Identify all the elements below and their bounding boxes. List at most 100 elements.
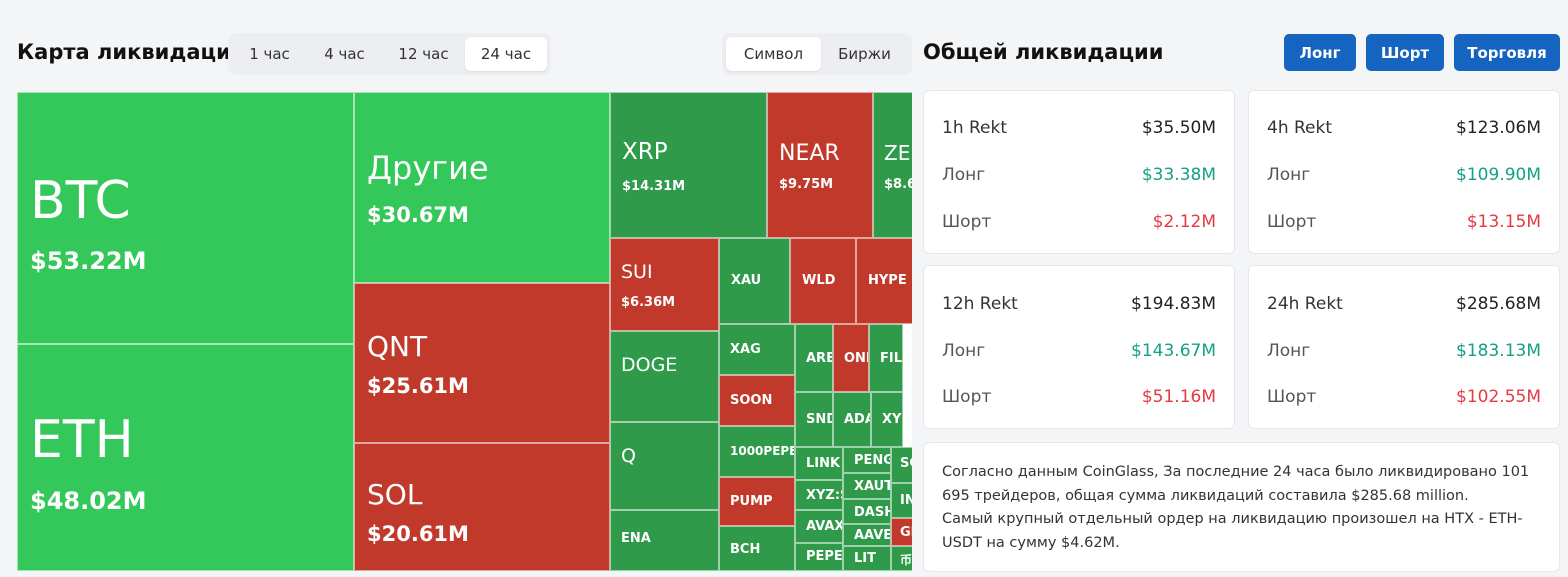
- treemap-tile-xyzs[interactable]: XYZ:S: [795, 480, 843, 510]
- card-period: 12h Rekt: [942, 294, 1018, 314]
- short-label: Шорт: [1267, 212, 1317, 232]
- tab-24h[interactable]: 24 час: [465, 37, 547, 71]
- liquidation-treemap: BTC $53.22M ETH $48.02M Другие $30.67M QNT $25.…: [17, 92, 912, 571]
- summary-largest-order: Самый крупный отдельный ордер на ликвида…: [942, 511, 1523, 551]
- treemap-tile-avax[interactable]: AVAX: [795, 510, 843, 543]
- card-period: 4h Rekt: [1267, 118, 1333, 138]
- tile-symbol: IN: [900, 493, 912, 508]
- treemap-tile-xag[interactable]: XAG: [719, 324, 795, 375]
- tile-symbol: LIT: [854, 551, 876, 566]
- card-total: $123.06M: [1456, 118, 1541, 138]
- tile-symbol: SOL: [367, 478, 423, 511]
- tab-12h[interactable]: 12 час: [398, 45, 449, 63]
- treemap-tile-btc[interactable]: BTC $53.22M: [17, 92, 354, 344]
- treemap-tile-xaut[interactable]: XAUT: [843, 473, 891, 499]
- short-value: $13.15M: [1466, 212, 1541, 232]
- tile-symbol: ADA: [844, 412, 870, 427]
- card-total: $35.50M: [1141, 118, 1216, 138]
- tile-symbol: QNT: [367, 330, 428, 363]
- treemap-tile-lit[interactable]: LIT: [843, 546, 891, 571]
- tile-symbol: AVAX: [806, 519, 843, 534]
- tile-symbol: XAU: [731, 273, 762, 288]
- liquidation-summary: Согласно данным CoinGlass, За последние …: [923, 442, 1560, 572]
- tile-symbol: 币: [900, 553, 912, 567]
- treemap-tile-q[interactable]: Q: [610, 422, 719, 510]
- trade-button[interactable]: Торговля: [1454, 34, 1560, 71]
- treemap-tile-pepe[interactable]: PEPE: [795, 543, 843, 571]
- treemap-tile-eth[interactable]: ETH $48.02M: [17, 344, 354, 571]
- treemap-tile-doge[interactable]: DOGE: [610, 331, 719, 422]
- card-period: 24h Rekt: [1267, 294, 1343, 314]
- tile-symbol: PENG: [854, 453, 891, 468]
- treemap-tile-wld[interactable]: WLD$6.09M: [790, 238, 856, 324]
- treemap-tile-xrp[interactable]: XRP $14.31M: [610, 92, 767, 238]
- card-total: $194.83M: [1131, 294, 1216, 314]
- tile-symbol: XAG: [730, 342, 761, 357]
- treemap-tile-[interactable]: 币: [891, 546, 912, 571]
- treemap-tile-другие[interactable]: Другие $30.67M: [354, 92, 610, 283]
- tile-symbol: BCH: [730, 542, 761, 557]
- long-label: Лонг: [1267, 165, 1311, 185]
- treemap-tile-dash[interactable]: DASH: [843, 499, 891, 524]
- tile-value: $25.61M: [367, 374, 469, 398]
- tile-symbol: WLD: [802, 273, 836, 288]
- treemap-tile-fil[interactable]: FIL: [869, 324, 903, 392]
- treemap-tile-ena[interactable]: ENA: [610, 510, 719, 571]
- short-button[interactable]: Шорт: [1366, 34, 1444, 71]
- treemap-tile-xyz[interactable]: XYZ: [871, 392, 903, 447]
- tile-symbol: HYPE: [868, 273, 907, 288]
- tab-1h[interactable]: 1 час: [249, 45, 290, 63]
- treemap-tile-hype[interactable]: HYPE: [856, 238, 912, 324]
- treemap-tile-pump[interactable]: PUMP: [719, 477, 795, 526]
- tile-symbol: DOGE: [621, 354, 678, 376]
- tile-symbol: DASH: [854, 505, 891, 520]
- treemap-tile-sc[interactable]: SC: [891, 447, 912, 483]
- treemap-tile-peng[interactable]: PENG: [843, 447, 891, 473]
- tile-symbol: NEAR: [779, 141, 840, 166]
- tab-exchanges[interactable]: Биржи: [838, 45, 891, 63]
- treemap-tile-xau[interactable]: XAU$6.21M: [719, 238, 790, 324]
- treemap-tile-arb[interactable]: ARB: [795, 324, 833, 392]
- treemap-tile-ada[interactable]: ADA: [833, 392, 871, 447]
- treemap-tile-qnt[interactable]: QNT $25.61M: [354, 283, 610, 443]
- short-label: Шорт: [942, 212, 992, 232]
- treemap-tile-in[interactable]: IN: [891, 483, 912, 518]
- tile-symbol: ZE: [884, 141, 911, 165]
- short-value: $51.16M: [1141, 387, 1216, 407]
- card-period: 1h Rekt: [942, 118, 1008, 138]
- tile-symbol: ETH: [30, 410, 134, 470]
- tab-4h[interactable]: 4 час: [324, 45, 365, 63]
- treemap-tile-near[interactable]: NEAR $9.75M: [767, 92, 873, 238]
- treemap-tile-snd[interactable]: SND: [795, 392, 833, 447]
- treemap-tile-1000pepe[interactable]: 1000PEPE: [719, 426, 795, 477]
- treemap-tile-soon[interactable]: SOON: [719, 375, 795, 426]
- rekt-card-4h: 4h Rekt $123.06M Лонг $109.90M Шорт $13.15M: [1248, 90, 1560, 254]
- treemap-tile-aave[interactable]: AAVE: [843, 524, 891, 546]
- treemap-tile-link[interactable]: LINK: [795, 447, 843, 480]
- tile-symbol: SC: [900, 456, 912, 471]
- long-button[interactable]: Лонг: [1284, 34, 1356, 71]
- tile-value: $30.67M: [367, 203, 469, 227]
- time-range-selector: 1 час 4 час 12 час 24 час: [228, 33, 551, 75]
- summary-text: Согласно данным CoinGlass, За последние …: [942, 464, 1530, 504]
- rekt-card-24h: 24h Rekt $285.68M Лонг $183.13M Шорт $102.5…: [1248, 265, 1560, 429]
- treemap-tile-ze[interactable]: ZE $8.6: [873, 92, 912, 238]
- tile-symbol: OND: [844, 351, 868, 366]
- long-label: Лонг: [942, 341, 986, 361]
- card-total: $285.68M: [1456, 294, 1541, 314]
- treemap-tile-sui[interactable]: SUI $6.36M: [610, 238, 719, 331]
- tile-symbol: SUI: [621, 261, 653, 283]
- treemap-tile-bch[interactable]: BCH: [719, 526, 795, 571]
- tab-symbol[interactable]: Символ: [726, 37, 821, 71]
- short-value: $2.12M: [1152, 212, 1216, 232]
- treemap-tile-gr[interactable]: GR: [891, 518, 912, 546]
- treemap-tile-sol[interactable]: SOL $20.61M: [354, 443, 610, 571]
- long-value: $109.90M: [1456, 165, 1541, 185]
- treemap-tile-ond[interactable]: OND: [833, 324, 869, 392]
- short-label: Шорт: [1267, 387, 1317, 407]
- tile-symbol: PUMP: [730, 494, 773, 509]
- tile-value: $20.61M: [367, 522, 469, 546]
- tile-symbol: ARB: [806, 351, 833, 366]
- tile-value: $14.31M: [622, 179, 686, 194]
- liquidation-map-title: Карта ликвидаций: [17, 40, 246, 64]
